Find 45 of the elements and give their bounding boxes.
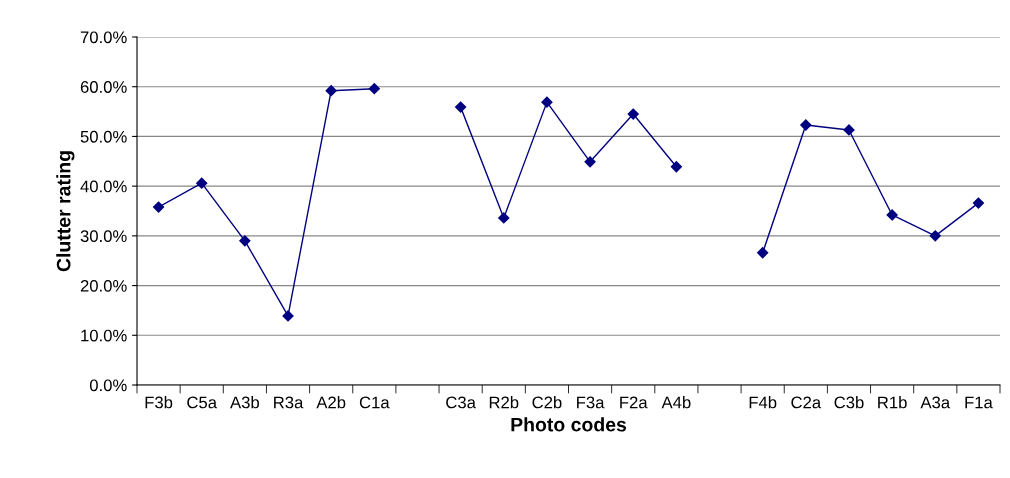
x-tick-label: C3b [834,396,864,409]
x-tick-label: A2b [316,396,346,409]
point [455,101,467,113]
y-tick-label: 30.0% [80,230,127,243]
y-tick-label: 0.0% [89,379,127,392]
point [972,197,985,209]
x-axis-title: Photo codes [511,417,627,432]
point [368,83,380,95]
y-axis-title: Clutter rating [56,151,75,272]
x-tick-label: R3a [274,396,304,409]
point [282,310,294,322]
point [757,247,769,259]
point [929,230,941,242]
x-tick-label: C1a [359,396,390,409]
point [152,201,165,213]
y-tick-label: 10.0% [81,329,127,342]
point [886,209,898,221]
point [584,156,596,168]
point [670,161,682,173]
x-tick-label: C5a [187,396,218,409]
x-tick-label: R1b [878,396,907,409]
x-tick-label: R2b [489,396,519,409]
x-tick-label: F1a [965,396,993,409]
x-tick-label: F3b [145,396,173,409]
point [498,212,510,224]
x-tick-label: C3a [446,396,476,409]
x-tick-label: F3a [577,396,605,409]
y-tick-label: 20.0% [80,279,127,292]
x-tick-label: A3b [230,396,259,409]
x-tick-label: A4b [661,396,691,409]
x-tick-label: A3a [920,396,951,409]
x-tick-label: F4b [749,396,777,409]
x-tick-label: C2a [791,396,822,409]
point [239,235,251,247]
point [800,119,812,131]
y-tick-label: 50.0% [80,130,127,143]
y-tick-label: 40.0% [80,180,127,193]
point [196,177,208,189]
y-tick-label: 60.0% [80,81,127,93]
x-tick-label: C2b [532,396,562,409]
point [627,108,639,120]
point [325,85,337,97]
point [541,96,553,108]
y-tick-label: 70.0% [80,31,127,44]
x-tick-label: F2a [620,396,648,409]
